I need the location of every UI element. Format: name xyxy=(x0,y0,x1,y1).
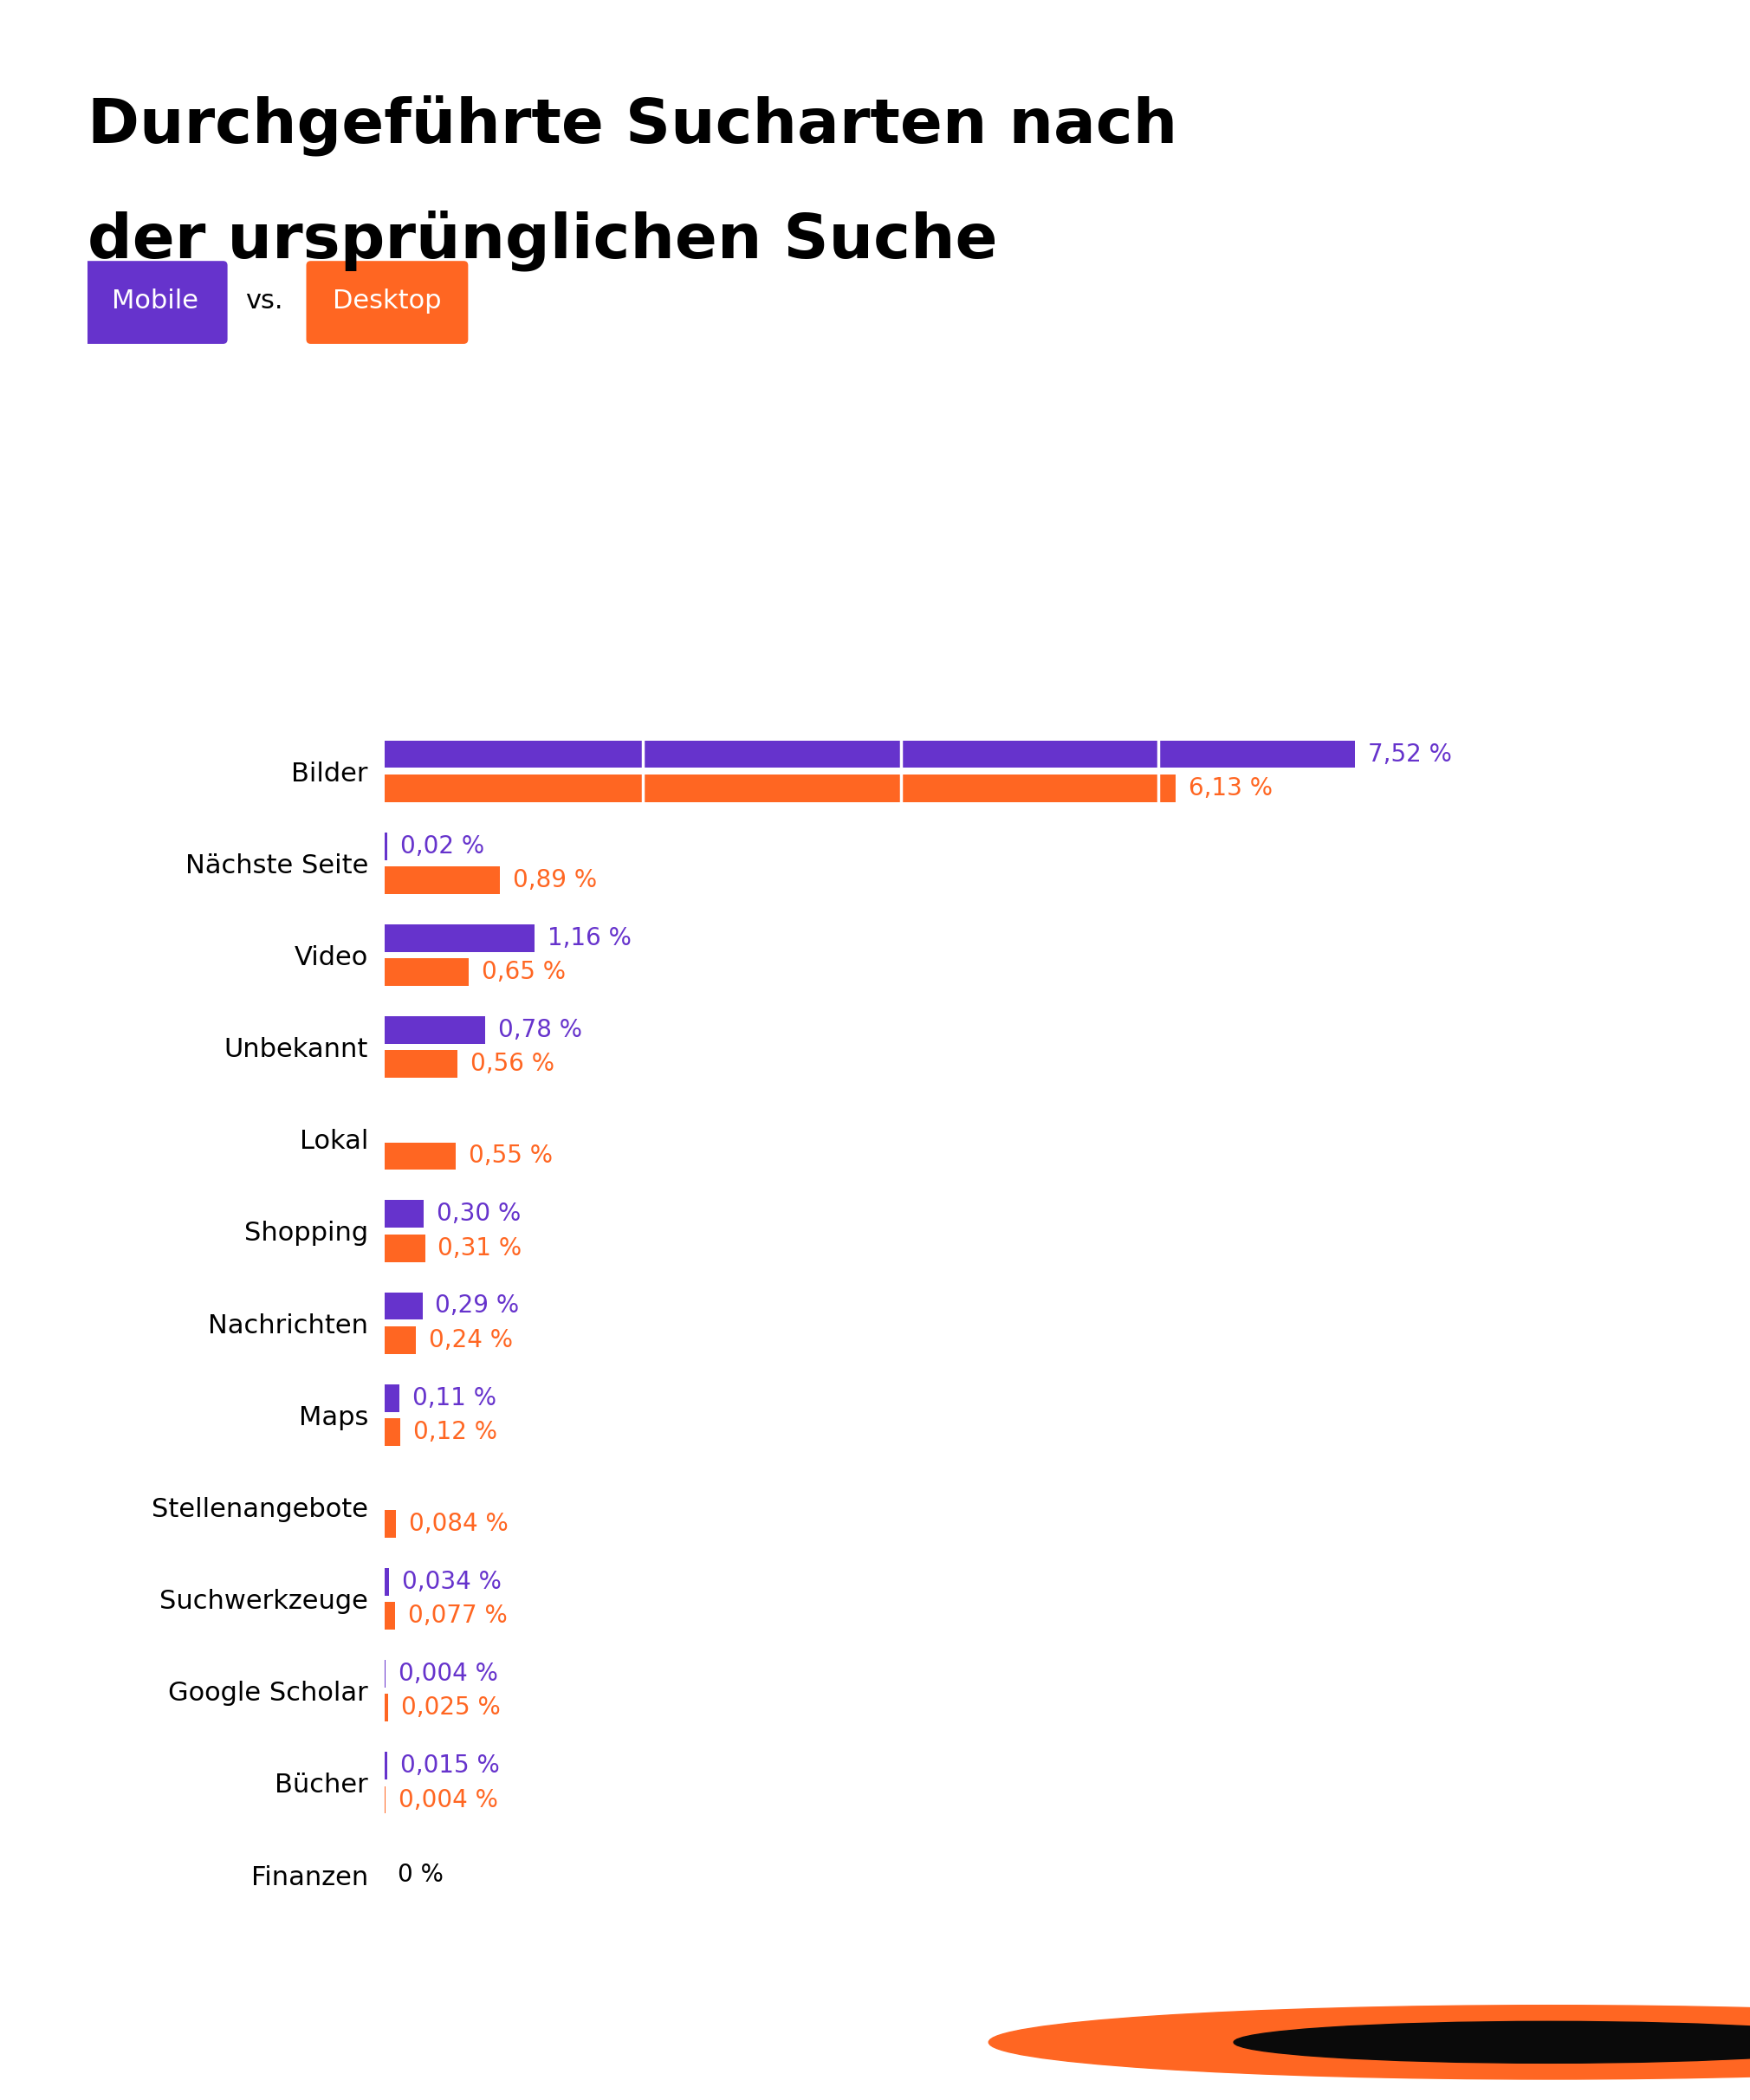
Bar xyxy=(385,1695,388,1722)
Bar xyxy=(385,867,500,895)
Text: 0 %: 0 % xyxy=(397,1863,445,1888)
Text: 0,12 %: 0,12 % xyxy=(413,1420,497,1445)
Text: 0,084 %: 0,084 % xyxy=(410,1512,507,1535)
Bar xyxy=(385,958,469,985)
Text: 0,034 %: 0,034 % xyxy=(402,1571,502,1594)
Text: 0,56 %: 0,56 % xyxy=(471,1052,555,1075)
Text: 0,30 %: 0,30 % xyxy=(436,1201,522,1226)
Text: semrush.com: semrush.com xyxy=(70,2031,248,2054)
Text: der ursprünglichen Suche: der ursprünglichen Suche xyxy=(88,210,997,271)
Text: 0,025 %: 0,025 % xyxy=(401,1697,500,1720)
Text: 0,24 %: 0,24 % xyxy=(429,1327,513,1352)
Text: 0,077 %: 0,077 % xyxy=(408,1604,507,1628)
Bar xyxy=(385,1050,457,1077)
Text: 0,55 %: 0,55 % xyxy=(469,1145,553,1168)
Text: 0,65 %: 0,65 % xyxy=(481,960,565,985)
Text: 0,11 %: 0,11 % xyxy=(411,1386,495,1409)
Text: Mobile: Mobile xyxy=(112,288,200,313)
Text: 0,29 %: 0,29 % xyxy=(436,1294,520,1319)
Bar xyxy=(385,1327,416,1354)
Text: 1,16 %: 1,16 % xyxy=(548,926,632,949)
Bar xyxy=(385,1235,425,1262)
Text: 0,004 %: 0,004 % xyxy=(399,1787,499,1812)
Text: 6,13 %: 6,13 % xyxy=(1188,777,1272,800)
Bar xyxy=(385,1384,399,1411)
Text: SEMRUSH: SEMRUSH xyxy=(1619,2026,1750,2058)
Bar xyxy=(385,1602,396,1630)
Bar xyxy=(385,1569,390,1596)
Bar xyxy=(385,1142,457,1170)
FancyBboxPatch shape xyxy=(84,260,228,344)
Text: 0,02 %: 0,02 % xyxy=(401,834,485,859)
Text: 0,78 %: 0,78 % xyxy=(499,1018,583,1042)
Text: 0,31 %: 0,31 % xyxy=(438,1237,522,1260)
Text: 0,015 %: 0,015 % xyxy=(399,1754,499,1779)
Bar xyxy=(385,1292,422,1319)
Bar xyxy=(385,741,1354,769)
FancyBboxPatch shape xyxy=(306,260,467,344)
Text: Durchgeführte Sucharten nach: Durchgeführte Sucharten nach xyxy=(88,94,1178,155)
Bar xyxy=(385,1016,485,1044)
Text: 0,004 %: 0,004 % xyxy=(399,1661,499,1686)
Bar xyxy=(385,1510,396,1537)
Text: vs.: vs. xyxy=(245,288,284,313)
Text: 7,52 %: 7,52 % xyxy=(1367,741,1451,766)
Text: 0,89 %: 0,89 % xyxy=(513,867,597,892)
Bar xyxy=(385,924,534,951)
Bar xyxy=(385,1201,424,1228)
Circle shape xyxy=(989,2006,1750,2079)
Bar xyxy=(385,1418,401,1445)
Bar xyxy=(385,775,1176,802)
Bar xyxy=(385,1751,387,1779)
Text: Desktop: Desktop xyxy=(332,288,441,313)
Circle shape xyxy=(1234,2022,1750,2062)
Bar xyxy=(385,832,387,859)
